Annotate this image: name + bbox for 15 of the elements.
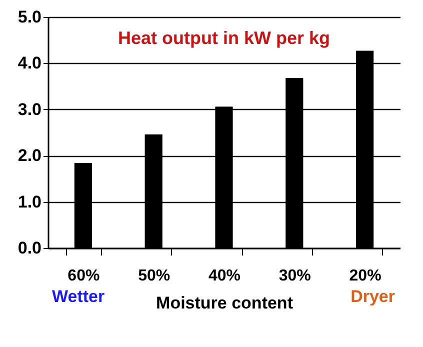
y-tick-label: 5.0 [18,8,42,26]
x-tick-label: 60% [68,268,100,284]
text: Dryer [350,287,395,307]
text: Wetter [52,287,105,307]
y-tick-label: 2.0 [18,146,42,166]
text: Heat output in kW per kg [118,28,330,48]
x-tick-label: 30% [278,268,311,284]
y-tick-label: 0.0 [18,238,42,258]
x-axis-title: Moisture content [156,294,294,312]
y-tick-label: 4.0 [18,54,42,73]
x-tick-label: 40% [208,268,241,284]
x-tick-label: 50% [138,268,170,284]
y-tick-label: 3.0 [18,100,42,119]
y-tick-label: 1.0 [18,192,42,212]
x-tick-label: 20% [349,268,382,284]
